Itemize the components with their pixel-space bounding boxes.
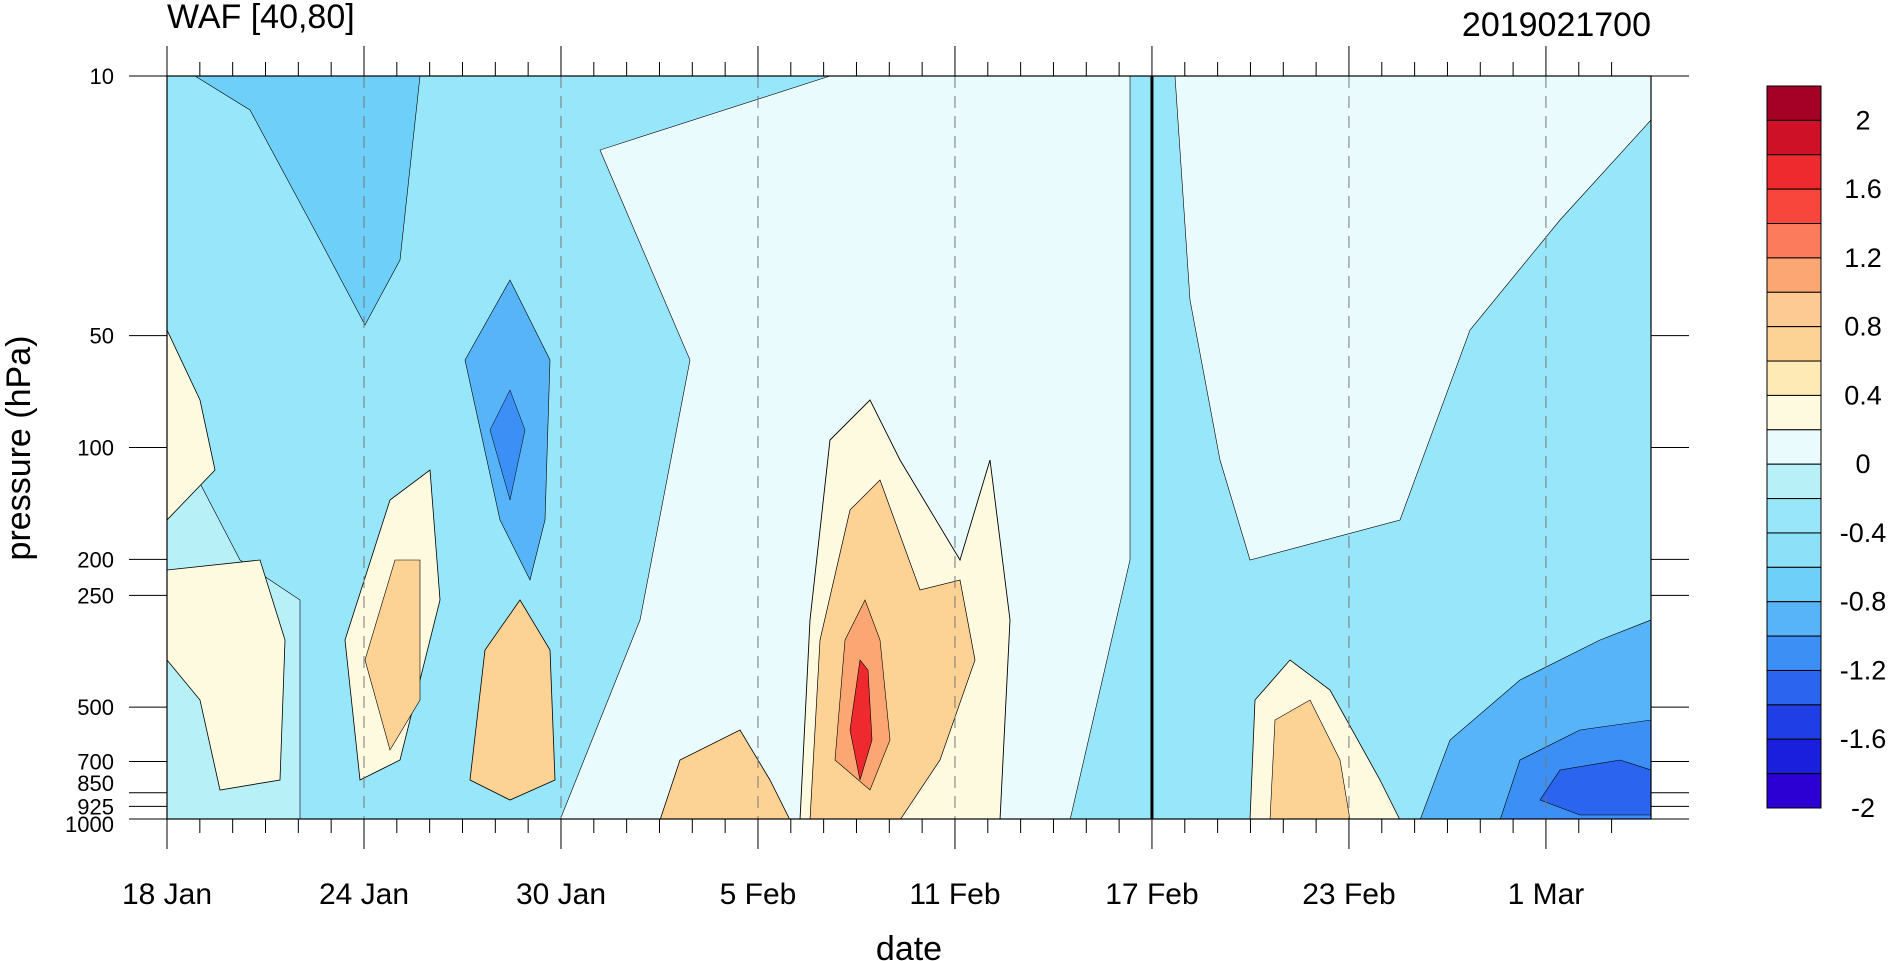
colorbar-swatch bbox=[1766, 257, 1822, 293]
colorbar-swatch bbox=[1766, 326, 1822, 362]
colorbar-label: -1.2 bbox=[1840, 655, 1887, 685]
x-tick-label: 17 Feb bbox=[1105, 878, 1198, 911]
x-axis-label: date bbox=[876, 930, 942, 961]
colorbar-swatch bbox=[1766, 532, 1822, 568]
y-tick-label: 50 bbox=[90, 324, 114, 349]
colorbar-swatch bbox=[1766, 154, 1822, 190]
y-tick-label: 850 bbox=[77, 771, 114, 796]
colorbar-swatch bbox=[1766, 291, 1822, 328]
contour-negative-bottom-right-min bbox=[1539, 759, 1651, 816]
colorbar-swatch bbox=[1766, 394, 1822, 431]
y-tick-label: 500 bbox=[77, 695, 114, 720]
colorbar-swatch bbox=[1766, 635, 1822, 671]
x-tick-label: 18 Jan bbox=[122, 878, 212, 911]
colorbar-swatch bbox=[1766, 119, 1822, 156]
contour-negative-core bbox=[489, 389, 526, 501]
contour-positive-main-max bbox=[849, 659, 873, 781]
colorbar-swatch bbox=[1766, 85, 1822, 121]
colorbar-swatch bbox=[1766, 360, 1822, 396]
x-tick-label: 1 Mar bbox=[1508, 878, 1585, 911]
colorbar-swatch bbox=[1766, 498, 1822, 534]
colorbar: 2 1.6 1.2 0.8 0.4 0 -0.4 -0.8 -1.2 -1.6 -2 bbox=[1766, 85, 1887, 823]
contour-positive-band-b bbox=[469, 599, 556, 801]
contour-positive-left bbox=[167, 329, 216, 521]
colorbar-swatch bbox=[1766, 223, 1822, 259]
colorbar-label: 1.2 bbox=[1844, 243, 1882, 273]
colorbar-label: 0 bbox=[1855, 449, 1870, 479]
x-axis-ticks: 18 Jan 24 Jan 30 Jan 5 Feb 11 Feb 17 Feb 23 Fe… bbox=[122, 46, 1613, 911]
colorbar-label: -0.4 bbox=[1840, 518, 1887, 548]
y-tick-label: 100 bbox=[77, 436, 114, 461]
contour-positive-low-left bbox=[167, 559, 286, 791]
colorbar-swatch bbox=[1766, 429, 1822, 465]
x-tick-label: 30 Jan bbox=[516, 878, 606, 911]
colorbar-label: 1.6 bbox=[1844, 174, 1882, 204]
colorbar-label: 0.8 bbox=[1844, 312, 1882, 342]
colorbar-label: 2 bbox=[1855, 105, 1870, 135]
y-tick-label: 700 bbox=[77, 749, 114, 774]
colorbar-label: 0.4 bbox=[1844, 380, 1882, 410]
x-tick-label: 11 Feb bbox=[909, 878, 1000, 911]
y-tick-label: 925 bbox=[77, 794, 114, 819]
colorbar-swatch bbox=[1766, 463, 1822, 500]
colorbar-label: -0.8 bbox=[1840, 587, 1887, 617]
colorbar-swatch bbox=[1766, 566, 1822, 603]
colorbar-label: -2 bbox=[1851, 793, 1875, 823]
y-tick-label: 10 bbox=[90, 64, 114, 89]
chart-title-left: WAF [40,80] bbox=[167, 0, 355, 36]
date-gridlines bbox=[167, 76, 1547, 819]
chart-title-right: 2019021700 bbox=[1462, 6, 1651, 44]
colorbar-swatch bbox=[1766, 704, 1822, 740]
contour-band-near-zero-right bbox=[1174, 76, 1651, 561]
colorbar-swatch bbox=[1766, 601, 1822, 637]
y-tick-label: 250 bbox=[77, 583, 114, 608]
contour-field bbox=[167, 76, 1651, 819]
colorbar-swatch bbox=[1766, 773, 1822, 809]
colorbar-swatch bbox=[1766, 738, 1822, 775]
colorbar-label: -1.6 bbox=[1840, 724, 1887, 754]
contour-positive-band-a-core bbox=[364, 559, 421, 751]
contour-positive-bottom-mid bbox=[659, 729, 790, 819]
x-tick-label: 5 Feb bbox=[720, 878, 797, 911]
x-tick-label: 23 Feb bbox=[1302, 878, 1395, 911]
y-axis-label: pressure (hPa) bbox=[0, 336, 38, 561]
y-tick-label: 200 bbox=[77, 547, 114, 572]
x-tick-label: 24 Jan bbox=[319, 878, 409, 911]
y-tick-label: 1000 bbox=[65, 812, 114, 837]
colorbar-swatch bbox=[1766, 669, 1822, 706]
contour-positive-right-core bbox=[1269, 699, 1351, 819]
colorbar-swatch bbox=[1766, 188, 1822, 225]
